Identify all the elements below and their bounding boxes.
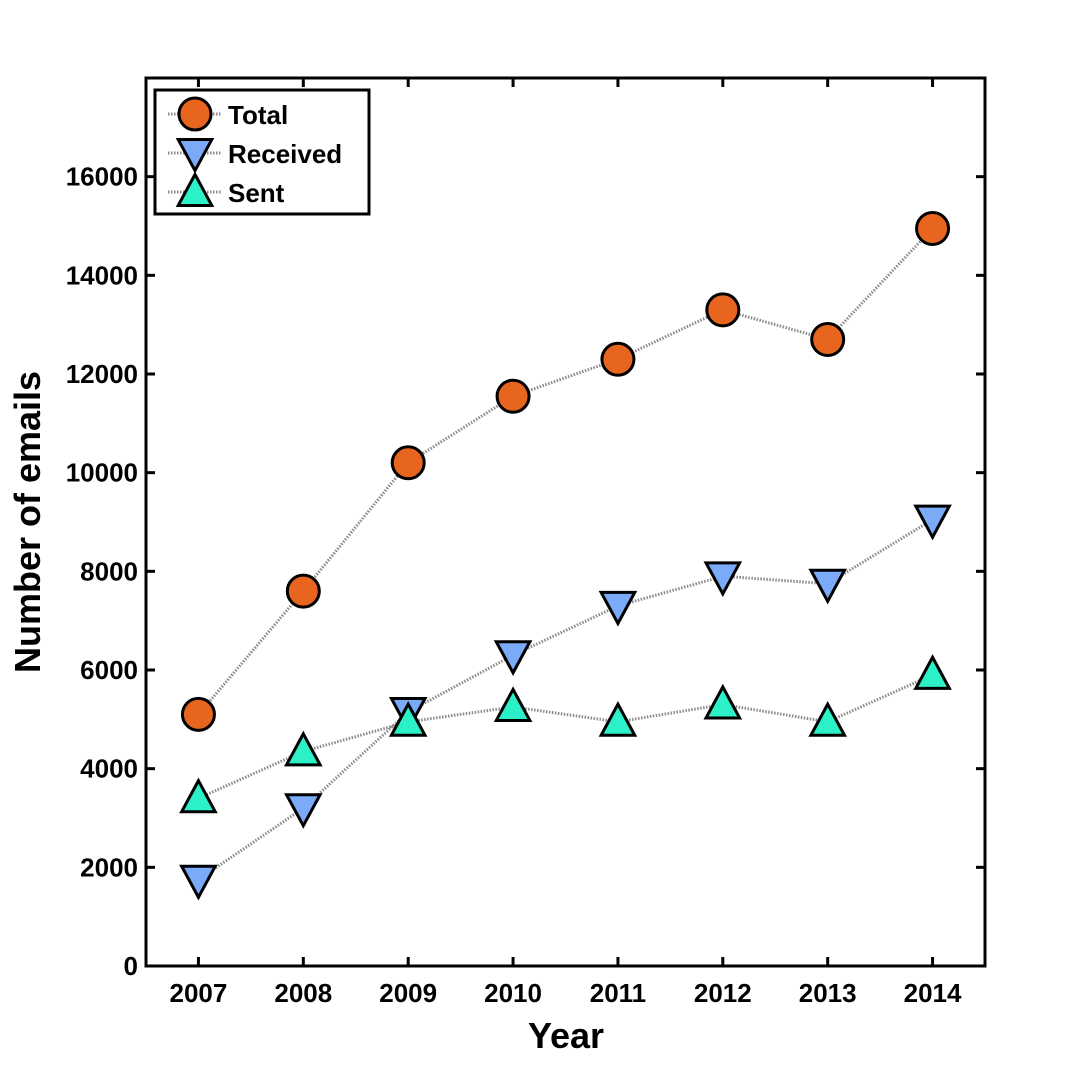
legend-label-received: Received <box>228 139 342 169</box>
legend-label-sent: Sent <box>228 178 285 208</box>
series-lines <box>197 227 934 881</box>
y-axis-ticks: 0 2000 4000 6000 8000 10000 12000 14000 16000 <box>66 162 985 981</box>
data-point-received <box>913 504 952 541</box>
data-point-received <box>283 793 323 829</box>
data-point-received <box>598 590 638 627</box>
x-axis-title: Year <box>528 1015 604 1056</box>
legend-marker-total <box>177 96 213 132</box>
data-point-received <box>179 864 218 901</box>
y-tick-label: 12000 <box>66 359 138 389</box>
x-tick-label: 2011 <box>590 978 646 1008</box>
x-axis-ticks: 2007 2008 2009 2010 2011 2012 2013 2014 <box>170 78 962 1008</box>
data-point-sent <box>598 701 638 737</box>
x-tick-label: 2009 <box>379 978 437 1008</box>
data-point-total <box>810 321 846 357</box>
x-tick-label: 2007 <box>170 978 228 1008</box>
series-markers <box>179 210 952 901</box>
data-point-sent <box>388 701 428 737</box>
y-tick-label: 0 <box>124 951 138 981</box>
y-tick-label: 16000 <box>66 162 138 192</box>
x-tick-label: 2010 <box>484 978 542 1008</box>
data-point-sent <box>179 777 218 814</box>
x-tick-label: 2008 <box>274 978 332 1008</box>
y-axis-title: Number of emails <box>7 371 48 673</box>
legend-marker-received <box>175 138 215 174</box>
x-tick-label: 2012 <box>694 978 752 1008</box>
series-line-sent <box>197 673 934 800</box>
data-point-sent <box>493 686 533 722</box>
legend-marker-sent <box>175 171 215 207</box>
data-point-sent <box>283 730 323 767</box>
data-point-sent <box>808 701 848 737</box>
data-point-sent <box>703 683 743 720</box>
y-tick-label: 10000 <box>66 458 138 488</box>
data-point-total <box>600 341 636 377</box>
series-line-received <box>197 518 934 881</box>
data-point-received <box>703 561 743 598</box>
x-tick-label: 2013 <box>799 978 857 1008</box>
data-point-total <box>705 292 741 328</box>
legend: Total Received Sent <box>153 88 371 216</box>
series-line-total <box>197 227 934 716</box>
legend-label-total: Total <box>228 100 288 130</box>
y-tick-label: 8000 <box>80 556 138 586</box>
x-tick-label: 2014 <box>904 978 962 1008</box>
data-point-received <box>493 640 533 676</box>
data-point-total <box>180 696 216 732</box>
data-point-sent <box>913 654 952 690</box>
y-tick-label: 4000 <box>80 754 138 784</box>
y-tick-label: 6000 <box>80 655 138 685</box>
data-point-total <box>285 573 321 609</box>
data-point-total <box>390 445 426 481</box>
y-tick-label: 14000 <box>66 260 138 290</box>
data-point-total <box>915 210 951 246</box>
y-tick-label: 2000 <box>80 852 138 882</box>
data-point-received <box>808 568 848 605</box>
data-point-total <box>495 378 531 414</box>
plot-area <box>144 76 987 968</box>
